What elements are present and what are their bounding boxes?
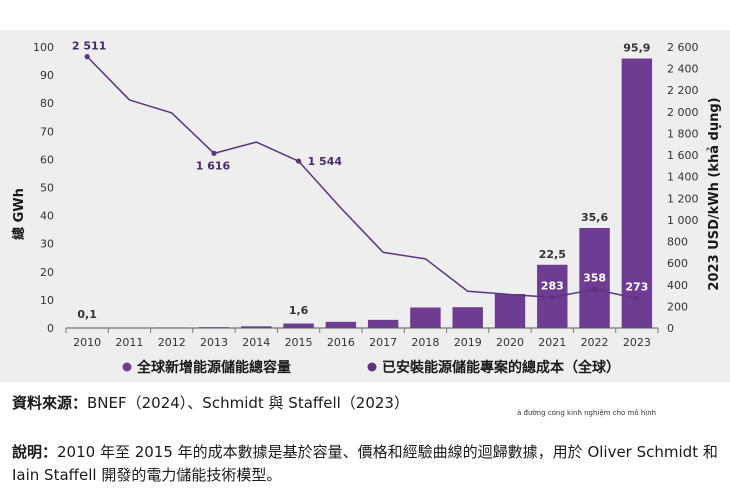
left-tick-label: 70 <box>40 125 54 138</box>
left-tick-label: 30 <box>40 238 54 251</box>
line-value-label: 1 616 <box>196 159 231 172</box>
right-tick-label: 400 <box>667 279 688 292</box>
right-axis-ticks: 0 200 400 600 800 1 000 1 200 1 400 1 600 1 800 2 … <box>667 41 699 335</box>
legend-line-marker <box>367 362 377 372</box>
x-tick-label: 2015 <box>285 336 313 349</box>
line-value-label: 1 544 <box>308 155 343 168</box>
source-label: 資料來源： <box>12 394 88 412</box>
right-axis-title: 2023 USD/kWh (khả dụng) <box>707 97 722 290</box>
bar-value-label: 0,1 <box>77 308 97 321</box>
right-tick-label: 1 400 <box>667 171 699 184</box>
line-series <box>84 54 640 302</box>
line-value-label: 283 <box>541 279 564 292</box>
chart-svg: 0 10 20 30 40 50 60 70 80 90 100 0 200 400 600 800 1 00… <box>11 40 722 376</box>
x-tick-label: 2017 <box>369 336 397 349</box>
cost-line <box>86 56 638 300</box>
source-citation: 資料來源：BNEF（2024）、Schmidt 與 Staffell（2023） <box>12 392 409 413</box>
cost-point <box>634 295 640 302</box>
right-tick-label: 1 600 <box>667 149 699 162</box>
left-tick-label: 100 <box>33 41 54 54</box>
left-tick-label: 40 <box>40 210 54 223</box>
bar-data-labels: 0,1 1,6 22,5 35,6 95,9 <box>77 42 650 321</box>
cost-point <box>211 150 217 156</box>
legend-bar-label: 全球新增能源儲能總容量 <box>136 359 291 376</box>
x-tick-label: 2018 <box>411 336 439 349</box>
chart-panel: 0 10 20 30 40 50 60 70 80 90 100 0 200 400 600 800 1 00… <box>0 30 730 382</box>
bar-value-label: 95,9 <box>623 42 650 55</box>
x-tick-label: 2014 <box>242 336 270 349</box>
right-tick-label: 2 200 <box>667 84 699 97</box>
right-tick-label: 1 000 <box>667 214 699 227</box>
left-axis-title: 總 GWh <box>11 188 27 240</box>
x-tick-label: 2013 <box>200 336 228 349</box>
right-tick-label: 200 <box>667 300 688 313</box>
bar <box>494 293 526 328</box>
left-tick-label: 50 <box>40 182 54 195</box>
line-value-label: 358 <box>583 271 606 284</box>
bar-value-label: 35,6 <box>581 211 608 224</box>
left-tick-label: 10 <box>40 294 54 307</box>
bar <box>579 227 610 328</box>
right-tick-label: 1 200 <box>667 192 699 205</box>
right-tick-label: 1 800 <box>667 127 699 140</box>
cost-point <box>295 158 302 164</box>
bar-value-label: 1,6 <box>289 304 309 317</box>
bar-series <box>71 58 653 329</box>
note-label: 說明： <box>12 443 58 461</box>
x-tick-label: 2012 <box>158 336 186 349</box>
x-tick-label: 2023 <box>623 336 651 349</box>
right-tick-label: 0 <box>667 322 674 335</box>
note-paragraph: 說明：2010 年至 2015 年的成本數據是基於容量、價格和經驗曲線的迴歸數據… <box>12 441 722 487</box>
left-tick-label: 80 <box>40 97 54 110</box>
left-axis-ticks: 0 10 20 30 40 50 60 70 80 90 100 <box>33 41 54 335</box>
bar <box>241 326 272 328</box>
source-text: BNEF（2024）、Schmidt 與 Staffell（2023） <box>87 394 409 412</box>
bar <box>325 321 357 328</box>
right-tick-label: 600 <box>667 257 688 270</box>
bar <box>367 319 399 328</box>
left-tick-label: 20 <box>40 266 54 279</box>
cost-point <box>84 54 90 60</box>
x-axis-ticks: 2010 2011 2012 2013 2014 2015 2016 2017 2018 2019… <box>65 328 659 349</box>
bar <box>621 58 653 329</box>
legend-line-label: 已安裝能源儲能專案的總成本（全球） <box>382 359 620 376</box>
left-tick-label: 90 <box>40 69 54 82</box>
right-tick-label: 2 000 <box>667 106 699 119</box>
bar <box>410 307 441 328</box>
line-value-label: 2 511 <box>72 40 106 53</box>
cost-point <box>591 286 598 292</box>
cost-point <box>549 294 555 301</box>
bar <box>452 307 483 328</box>
image-credit: à đường cong kinh nghiệm cho mô hình <box>517 409 657 417</box>
right-tick-label: 2 600 <box>667 41 699 54</box>
bar <box>283 323 314 328</box>
note-text: 2010 年至 2015 年的成本數據是基於容量、價格和經驗曲線的迴歸數據，用於… <box>12 443 718 484</box>
x-tick-label: 2016 <box>327 336 355 349</box>
right-tick-label: 2 400 <box>667 63 699 76</box>
x-tick-label: 2011 <box>115 336 143 349</box>
x-tick-label: 2020 <box>496 336 524 349</box>
left-tick-label: 0 <box>47 322 54 335</box>
x-tick-label: 2022 <box>581 336 609 349</box>
line-data-labels: 2 511 1 616 1 544 283 358 273 <box>72 40 648 294</box>
left-tick-label: 60 <box>40 153 54 166</box>
right-tick-label: 800 <box>667 236 688 249</box>
x-tick-label: 2010 <box>73 336 101 349</box>
line-value-label: 273 <box>625 280 648 293</box>
bar-value-label: 22,5 <box>539 248 566 261</box>
x-tick-label: 2019 <box>454 336 482 349</box>
legend-bar-marker <box>122 362 132 372</box>
x-tick-label: 2021 <box>538 336 566 349</box>
legend: 全球新增能源儲能總容量 已安裝能源儲能專案的總成本（全球） <box>122 359 620 376</box>
